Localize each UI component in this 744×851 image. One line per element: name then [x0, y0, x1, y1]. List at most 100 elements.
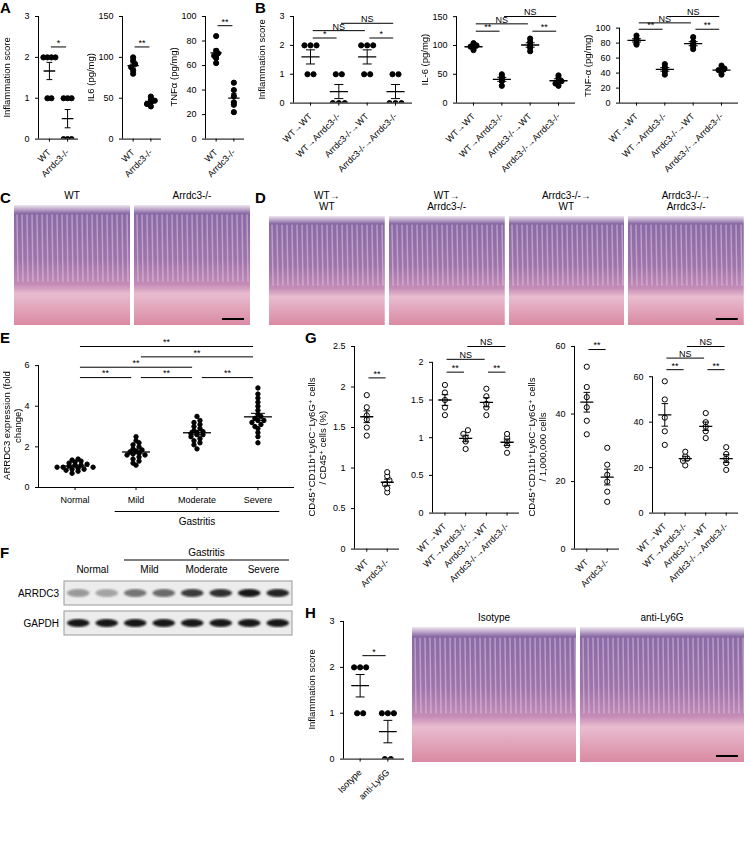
svg-text:*: *: [57, 38, 61, 48]
svg-text:2: 2: [24, 52, 29, 62]
svg-text:100: 100: [181, 11, 196, 21]
svg-text:NS: NS: [679, 349, 692, 359]
svg-text:1.5: 1.5: [411, 395, 424, 405]
svg-text:**: **: [452, 363, 460, 373]
svg-text:Gastritis: Gastritis: [179, 516, 216, 527]
svg-text:NS: NS: [480, 337, 493, 347]
svg-text:40: 40: [600, 68, 610, 78]
svg-text:20: 20: [555, 476, 565, 486]
svg-text:NS: NS: [524, 7, 537, 17]
svg-text:Arrdc3-/-: Arrdc3-/-: [205, 147, 237, 179]
svg-text:20: 20: [186, 109, 196, 119]
svg-text:2: 2: [279, 40, 284, 50]
svg-text:40: 40: [186, 85, 196, 95]
svg-text:**: **: [541, 22, 549, 32]
svg-text:**: **: [484, 22, 492, 32]
svg-text:60: 60: [186, 60, 196, 70]
svg-text:NS: NS: [459, 350, 472, 360]
svg-text:0: 0: [108, 134, 113, 144]
svg-text:Moderate: Moderate: [178, 495, 216, 505]
svg-text:150: 150: [432, 12, 447, 22]
svg-text:Normal: Normal: [61, 495, 90, 505]
svg-text:Arrdc3-/-: Arrdc3-/-: [579, 557, 611, 589]
svg-text:2: 2: [329, 662, 334, 672]
svg-text:60: 60: [555, 341, 565, 351]
svg-text:0: 0: [605, 98, 610, 108]
svg-text:0.5: 0.5: [411, 470, 424, 480]
svg-text:Normal: Normal: [76, 564, 108, 575]
svg-text:NS: NS: [687, 7, 700, 17]
svg-text:3: 3: [329, 616, 334, 626]
svg-text:**: **: [193, 348, 201, 358]
svg-text:Arrdc3-/-→Arrdc3-/-: Arrdc3-/-→Arrdc3-/-: [499, 111, 562, 174]
svg-text:**: **: [672, 361, 680, 371]
svg-text:60: 60: [600, 53, 610, 63]
svg-text:**: **: [138, 38, 146, 48]
svg-text:1: 1: [340, 463, 345, 473]
svg-text:**: **: [102, 368, 110, 378]
svg-text:GAPDH: GAPDH: [23, 618, 59, 629]
svg-text:Arrdc3-/-: Arrdc3-/-: [122, 147, 154, 179]
svg-text:60: 60: [633, 372, 643, 382]
svg-text:0: 0: [24, 134, 29, 144]
svg-text:anti-Ly6G: anti-Ly6G: [357, 767, 391, 801]
svg-text:ARRDC3: ARRDC3: [18, 588, 60, 599]
svg-text:100: 100: [432, 40, 447, 50]
svg-text:Arrdc3-/-: Arrdc3-/-: [359, 557, 391, 589]
svg-text:2.5: 2.5: [333, 341, 346, 351]
svg-text:NS: NS: [333, 22, 346, 32]
svg-text:3: 3: [24, 11, 29, 21]
svg-text:**: **: [493, 363, 501, 373]
svg-text:2: 2: [418, 357, 423, 367]
svg-text:0: 0: [24, 482, 29, 492]
svg-text:NS: NS: [699, 337, 712, 347]
svg-text:50: 50: [103, 93, 113, 103]
svg-text:*: *: [380, 29, 384, 39]
svg-text:**: **: [133, 358, 141, 368]
svg-text:0: 0: [418, 508, 423, 518]
svg-text:NS: NS: [659, 14, 672, 24]
svg-text:NS: NS: [496, 15, 509, 25]
svg-text:20: 20: [600, 83, 610, 93]
svg-text:0: 0: [279, 98, 284, 108]
svg-text:**: **: [221, 17, 229, 27]
svg-text:Arrdc3-/-: Arrdc3-/-: [39, 147, 71, 179]
svg-text:0: 0: [329, 754, 334, 764]
svg-text:**: **: [647, 20, 655, 30]
svg-text:80: 80: [186, 36, 196, 46]
svg-text:100: 100: [98, 52, 113, 62]
svg-text:80: 80: [600, 38, 610, 48]
svg-text:**: **: [163, 337, 171, 347]
svg-text:Mild: Mild: [128, 495, 145, 505]
svg-text:0: 0: [340, 544, 345, 554]
svg-text:Severe: Severe: [248, 564, 280, 575]
svg-text:40: 40: [555, 409, 565, 419]
svg-text:**: **: [593, 340, 601, 350]
svg-text:*: *: [372, 647, 376, 657]
svg-text:20: 20: [633, 463, 643, 473]
svg-text:**: **: [704, 20, 712, 30]
svg-text:0: 0: [191, 134, 196, 144]
svg-text:Gastritis: Gastritis: [188, 547, 225, 558]
svg-text:150: 150: [98, 11, 113, 21]
svg-text:100: 100: [595, 23, 610, 33]
svg-text:3: 3: [279, 11, 284, 21]
svg-text:0: 0: [442, 98, 447, 108]
svg-text:1: 1: [418, 433, 423, 443]
svg-text:**: **: [712, 361, 720, 371]
svg-text:NS: NS: [361, 14, 374, 24]
svg-text:1.5: 1.5: [333, 422, 346, 432]
svg-text:**: **: [163, 368, 171, 378]
svg-text:1: 1: [279, 69, 284, 79]
svg-text:Arrdc3-/-→Arrdc3-/-: Arrdc3-/-→Arrdc3-/-: [336, 111, 399, 174]
svg-text:Arrdc3-/-→Arrdc3-/-: Arrdc3-/-→Arrdc3-/-: [662, 111, 725, 174]
svg-text:50: 50: [437, 69, 447, 79]
svg-text:Mild: Mild: [140, 564, 158, 575]
svg-text:Arrdc3-/-→Arrdc3-/-: Arrdc3-/-→Arrdc3-/-: [448, 521, 511, 584]
svg-text:1: 1: [329, 708, 334, 718]
svg-text:Severe: Severe: [244, 495, 273, 505]
svg-text:2: 2: [340, 382, 345, 392]
svg-text:0.5: 0.5: [333, 503, 346, 513]
svg-text:**: **: [224, 368, 232, 378]
svg-text:Arrdc3-/-→Arrdc3-/-: Arrdc3-/-→Arrdc3-/-: [667, 521, 730, 584]
